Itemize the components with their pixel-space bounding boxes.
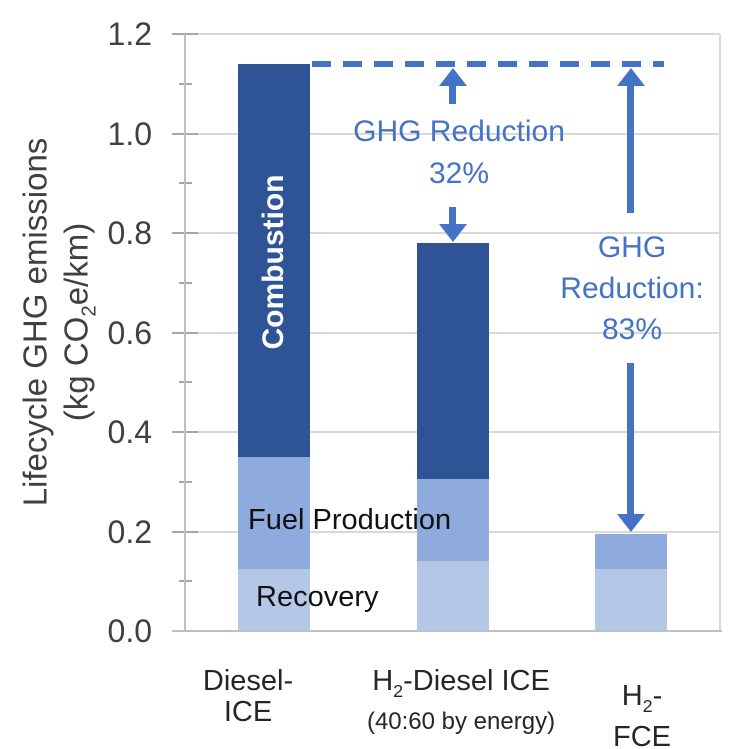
ghg-reduction-83-line1: GHG — [597, 231, 667, 264]
arrow-shaft — [449, 83, 456, 104]
x-axis-label-h2-diesel-ice: H2-Diesel ICE (40:60 by energy) — [367, 666, 555, 737]
bar-h2-diesel-ice-recovery — [416, 561, 489, 631]
baseline-dashed-line — [312, 60, 664, 67]
y-tick-label: 0.4 — [107, 414, 152, 450]
bar-diesel-ice-combustion — [238, 63, 311, 457]
arrow-head — [616, 67, 645, 86]
bar-h2-fce-fuel-production — [594, 533, 667, 569]
ghg-reduction-83-line2: Reduction: — [560, 272, 704, 305]
x-axis-label-line2: (40:60 by energy) — [366, 707, 556, 735]
x-axis-label-line2: ICE — [223, 696, 273, 728]
combustion-segment-label: Combustion — [257, 174, 290, 350]
fuel-production-segment-label: Fuel Production — [248, 504, 452, 536]
y-tick-label: 1.2 — [107, 16, 152, 52]
gridline — [185, 33, 720, 35]
gridline — [185, 132, 720, 135]
arrow-head — [616, 513, 645, 532]
x-axis-label-line1: Diesel- — [202, 665, 294, 697]
arrow-shaft — [627, 83, 635, 213]
x-axis-label-diesel-ice: Diesel- ICE — [203, 666, 293, 728]
ghg-reduction-32-line2: 32% — [428, 157, 490, 190]
h2-subscript: 2 — [642, 695, 653, 716]
ghg-reduction-83-label: GHG Reduction: 83% — [560, 227, 703, 350]
arrow-shaft — [449, 207, 456, 226]
ghg-reduction-32-label: GHG Reduction 32% — [353, 111, 565, 195]
bar-diesel-ice-recovery — [238, 568, 311, 631]
x-axis-line — [172, 630, 722, 632]
y-tick-label: 1.0 — [107, 115, 152, 152]
bar-h2-diesel-ice-combustion — [416, 242, 489, 480]
ghg-reduction-83-line3: 83% — [601, 313, 663, 346]
y-tick-label: 0.0 — [107, 613, 152, 649]
y-tick-label: 0.8 — [107, 215, 152, 251]
y-tick-label: 0.2 — [107, 513, 152, 550]
ghg-reduction-32-line1: GHG Reduction — [353, 115, 565, 148]
h2-subscript: 2 — [393, 680, 404, 701]
recovery-segment-label: Recovery — [256, 581, 379, 613]
bar-h2-fce-recovery — [594, 568, 667, 631]
arrow-head — [438, 67, 467, 86]
bar-h2-diesel-ice-fuel-production — [416, 479, 489, 562]
y-axis-line — [184, 34, 186, 631]
plot-right-border — [719, 34, 721, 631]
arrow-head — [438, 223, 467, 242]
arrow-shaft — [627, 363, 635, 516]
x-axis-label-line1: H2-FCE — [613, 680, 671, 749]
y-tick-label: 0.6 — [107, 314, 152, 351]
x-axis-label-line1: H2-Diesel ICE — [372, 665, 550, 701]
bar-diesel-ice-fuel-production — [238, 456, 311, 569]
x-axis-label-h2-fce: H2-FCE — [595, 681, 689, 749]
